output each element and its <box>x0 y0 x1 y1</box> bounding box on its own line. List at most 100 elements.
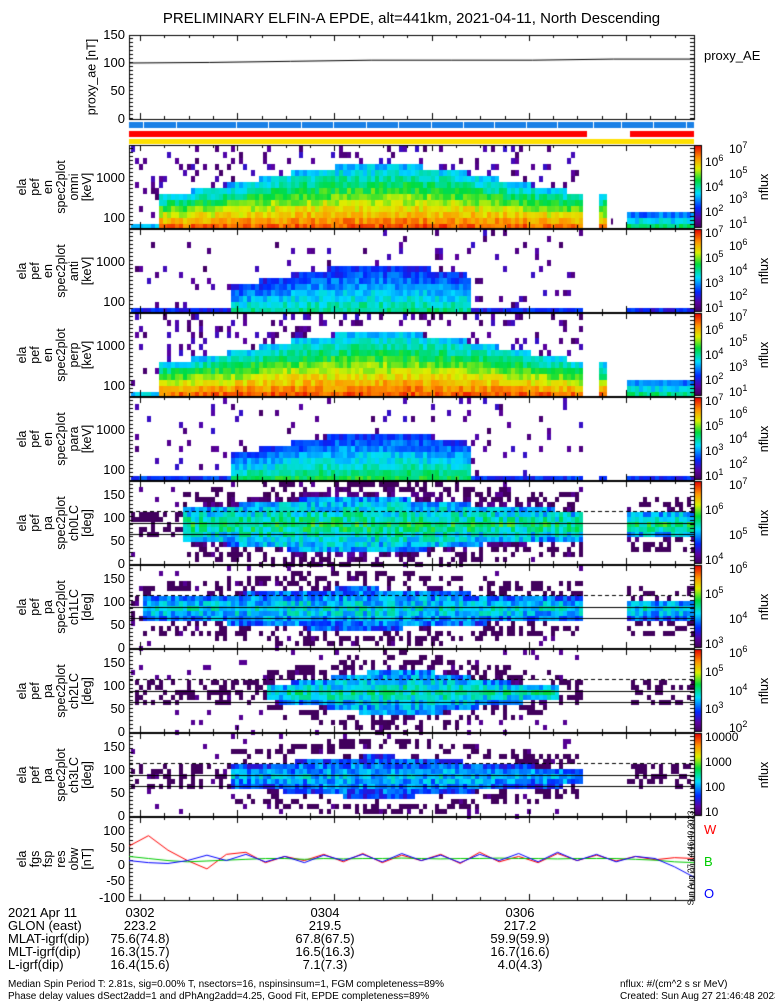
row-label: L-igrf(dip) <box>8 957 64 972</box>
exponent: 2 <box>742 454 748 465</box>
y-axis-label-line: [deg] <box>80 592 94 621</box>
exponent: 5 <box>742 526 748 536</box>
y-axis-label-line: [keV] <box>80 424 94 453</box>
colorbar-tick-label: 104 <box>705 177 724 194</box>
colorbar-tick-label: 106 <box>729 404 748 421</box>
y-axis-label-line: [deg] <box>80 508 94 537</box>
y-axis-label-line: [keV] <box>80 340 94 369</box>
colorbar-tick-label: 107 <box>705 224 724 240</box>
row-label: MLAT-igrf(dip) <box>8 931 90 946</box>
colorbar-tick-label: 107 <box>729 308 748 324</box>
side-timestamp: Sun Aug 27 14:46:40 2023 <box>686 810 696 906</box>
row-label: GLON (east) <box>8 918 82 933</box>
y-axis-label: ela pef en spec2plot omni [keV] <box>15 160 94 214</box>
exponent: 5 <box>718 249 724 259</box>
colorbar-tick-label: 101 <box>705 299 724 315</box>
exponent: 2 <box>742 719 748 729</box>
colorbar-tick-label: 102 <box>705 370 724 387</box>
colorbar-tick-label: 102 <box>705 202 724 219</box>
y-tick-label: 50 <box>110 616 125 632</box>
colorbar-tick-label: 106 <box>705 320 724 337</box>
row-value: 16.3(15.7) <box>110 944 170 959</box>
exponent: 6 <box>742 644 748 654</box>
exponent: 3 <box>718 700 724 711</box>
row-value: 7.1(7.3) <box>302 957 348 972</box>
colorbar-tick-label: 104 <box>705 345 724 362</box>
row-value: 16.4(15.6) <box>110 957 170 972</box>
y-axis-label-line: [deg] <box>80 760 94 789</box>
exponent: 3 <box>742 358 748 368</box>
colorbar-tick-label: 106 <box>705 501 724 517</box>
y-tick-label: 150 <box>103 738 125 754</box>
colorbar-tick-label: 105 <box>729 526 748 542</box>
y-tick-label: -100 <box>98 890 125 905</box>
y-tick-label: 50 <box>110 784 125 800</box>
legend-w: W <box>704 822 717 837</box>
row-value: 4.0(4.3) <box>497 957 543 972</box>
colorbar-tick-label: 103 <box>729 190 748 206</box>
y-tick-label: 150 <box>103 27 125 42</box>
exponent: 4 <box>742 610 748 620</box>
exponent: 4 <box>718 177 724 188</box>
colorbar-tick-label: 107 <box>729 140 748 156</box>
exponent: 6 <box>742 560 748 570</box>
exponent: 4 <box>718 345 724 356</box>
exponent: 6 <box>718 501 724 511</box>
exponent: 4 <box>718 551 724 561</box>
legend-proxy-ae: proxy_AE <box>704 48 761 63</box>
y-tick-label: 100 <box>103 461 125 477</box>
row-value: 0306 <box>505 905 535 920</box>
y-axis-label: proxy_ae [nT] <box>84 38 99 116</box>
y-tick-label: 150 <box>103 570 125 586</box>
exponent: 4 <box>742 261 748 272</box>
y-tick-label: 0 <box>117 856 125 872</box>
colorbar-tick-label: 104 <box>729 429 748 446</box>
exponent: 3 <box>718 274 724 284</box>
exponent: 1 <box>742 215 748 225</box>
y-tick-label: 0 <box>117 808 125 823</box>
row-value: 219.5 <box>308 918 342 933</box>
exponent: 1 <box>718 299 724 309</box>
row-value: 59.9(59.9) <box>490 931 550 946</box>
colorbar-tick-label: 104 <box>729 681 748 698</box>
exponent: 6 <box>718 320 724 331</box>
colorbar-label: nflux <box>757 761 771 788</box>
exponent: 6 <box>718 152 724 163</box>
exponent: 4 <box>742 429 748 440</box>
colorbar-tick-label: 102 <box>729 719 748 735</box>
y-tick-label: 150 <box>103 654 125 670</box>
y-tick-label: 100 <box>103 377 125 393</box>
y-tick-label: 100 <box>103 823 125 838</box>
colorbar-tick-label: 105 <box>705 585 724 601</box>
colorbar-tick-label: 10000 <box>705 730 739 744</box>
exponent: 1 <box>742 383 748 393</box>
y-tick-label: 1000 <box>96 422 125 438</box>
y-tick-label: 50 <box>110 839 125 855</box>
row-value: 75.6(74.8) <box>110 931 170 946</box>
exponent: 5 <box>718 585 724 595</box>
y-tick-label: 1000 <box>96 254 125 270</box>
y-tick-label: 0 <box>117 724 125 739</box>
y-tick-label: 150 <box>103 486 125 502</box>
plot-title: PRELIMINARY ELFIN-A EPDE, alt=441km, 202… <box>162 10 661 27</box>
colorbar-tick-label: 105 <box>705 249 724 265</box>
colorbar-tick-label: 100 <box>705 780 726 794</box>
footer-units: nflux: #/(cm^2 s sr MeV) <box>620 979 728 990</box>
y-tick-label: 50 <box>110 700 125 716</box>
colorbar-label: nflux <box>757 257 771 284</box>
exponent: 7 <box>718 224 724 234</box>
y-axis-label: ela pef pa spec2plot ch1LC [deg] <box>15 580 94 634</box>
exponent: 3 <box>742 190 748 200</box>
row-value: 16.7(16.6) <box>490 944 550 959</box>
colorbar-tick-label: 10 <box>705 805 719 819</box>
y-tick-label: 50 <box>110 532 125 548</box>
exponent: 2 <box>742 286 748 297</box>
colorbar-tick-label: 106 <box>729 560 748 576</box>
legend-o: O <box>704 886 715 901</box>
colorbar-tick-label: 101 <box>729 215 748 231</box>
colorbar-tick-label: 102 <box>729 286 748 303</box>
colorbar-tick-label: 102 <box>729 454 748 471</box>
colorbar-tick-label: 101 <box>729 383 748 399</box>
colorbar-tick-label: 105 <box>705 662 724 679</box>
